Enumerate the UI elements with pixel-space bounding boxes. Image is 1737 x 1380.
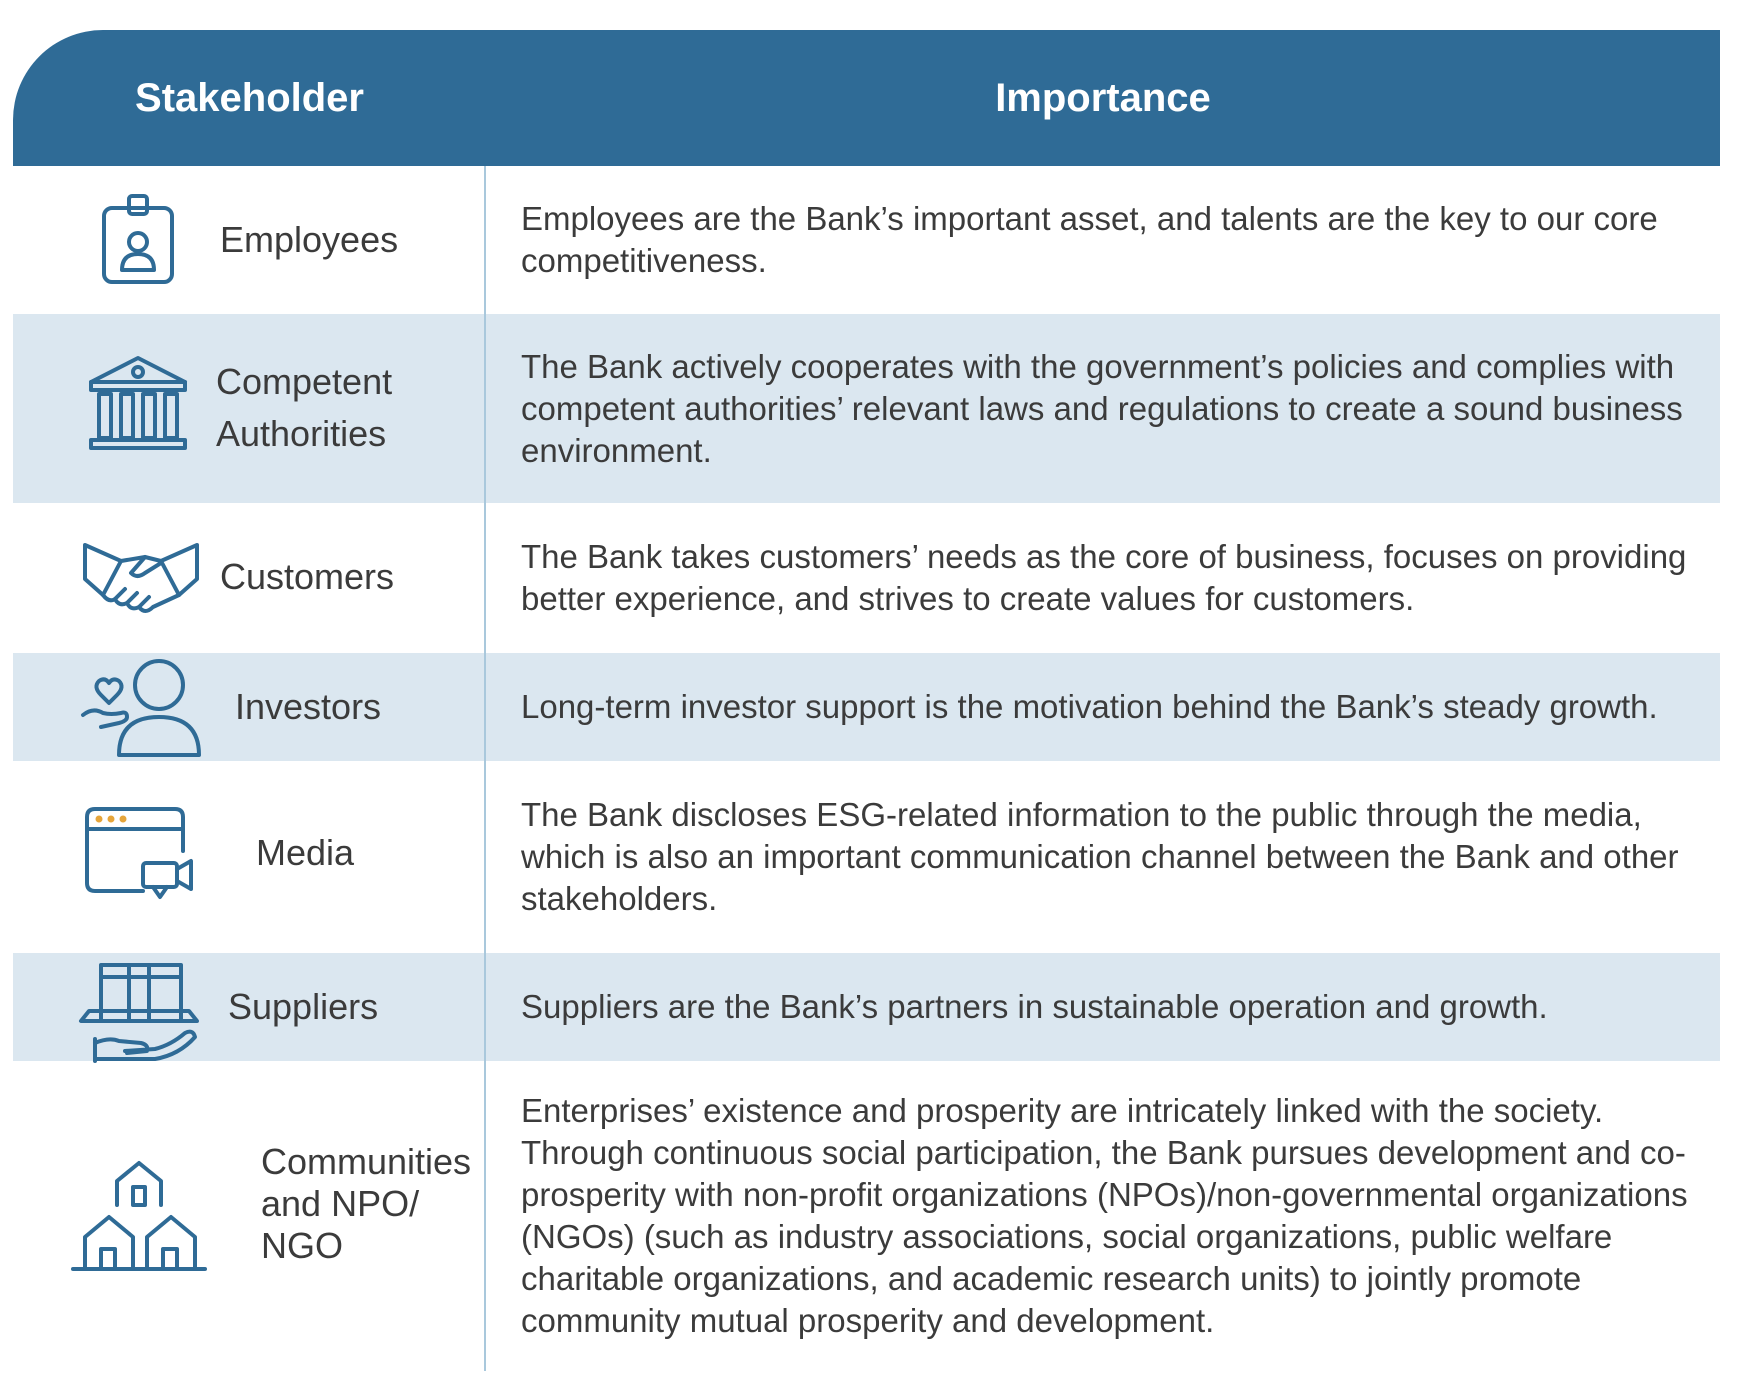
stakeholder-cell: Customers [13, 503, 486, 653]
table-row-competent-authorities: Competent Authorities The Bank actively … [13, 314, 1720, 503]
importance-text: The Bank actively cooperates with the go… [521, 347, 1683, 469]
table-row-customers: Customers The Bank takes customers’ need… [13, 503, 1720, 653]
stakeholder-column-header: Stakeholder [135, 75, 364, 120]
importance-text: Long-term investor support is the motiva… [521, 688, 1658, 725]
table-body: Employees Employees are the Bank’s impor… [13, 166, 1720, 1371]
importance-cell: Long-term investor support is the motiva… [13, 653, 1720, 761]
stakeholder-label: Investors [235, 686, 382, 727]
table-row-employees: Employees Employees are the Bank’s impor… [13, 166, 1720, 314]
stakeholder-label-line-1: Communities [261, 1141, 472, 1182]
stakeholder-cell: Employees [13, 166, 486, 314]
importance-cell: Enterprises’ existence and prosperity ar… [13, 1061, 1720, 1371]
importance-cell: The Bank takes customers’ needs as the c… [13, 503, 1720, 653]
stakeholder-label-line-3: NGO [261, 1225, 344, 1266]
stakeholder-label-line-2: and NPO/ [261, 1183, 420, 1224]
importance-text: The Bank takes customers’ needs as the c… [521, 538, 1687, 617]
importance-column-header: Importance [995, 75, 1211, 120]
browser-video-icon [81, 805, 197, 901]
table-row-communities: Communities and NPO/ NGO Enterprises’ ex… [13, 1061, 1720, 1371]
houses-icon [69, 1157, 209, 1275]
stakeholder-label: Customers [220, 556, 395, 597]
investor-person-heart-icon [79, 655, 207, 759]
stakeholder-label-line-2: Authorities [216, 413, 387, 454]
handshake-icon [81, 539, 201, 623]
importance-text: Employees are the Bank’s important asset… [521, 200, 1658, 279]
table-row-suppliers: Suppliers Suppliers are the Bank’s partn… [13, 953, 1720, 1063]
id-badge-icon [98, 192, 178, 288]
stakeholder-table: Stakeholder Importance Employees Employe… [13, 30, 1720, 1371]
table-header: Stakeholder Importance [13, 30, 1720, 166]
stakeholder-cell: Media [13, 761, 486, 953]
government-building-icon [85, 352, 191, 458]
table-row-media: Media The Bank discloses ESG-related inf… [13, 761, 1720, 953]
importance-cell: Employees are the Bank’s important asset… [13, 166, 1720, 314]
stakeholder-label: Employees [220, 219, 399, 260]
stakeholder-cell: Competent Authorities [13, 314, 486, 503]
importance-cell: Suppliers are the Bank’s partners in sus… [13, 953, 1720, 1061]
stakeholder-cell: Investors [13, 653, 486, 761]
stakeholder-label: Suppliers [228, 986, 379, 1027]
importance-cell: The Bank discloses ESG-related informati… [13, 761, 1720, 953]
stakeholder-label-line-1: Competent [216, 361, 393, 402]
importance-text: Suppliers are the Bank’s partners in sus… [521, 988, 1548, 1025]
importance-cell: The Bank actively cooperates with the go… [13, 314, 1720, 503]
stakeholder-cell: Communities and NPO/ NGO [13, 1061, 486, 1371]
stakeholder-label: Media [256, 832, 355, 873]
package-hand-icon [77, 959, 201, 1065]
stakeholder-cell: Suppliers [13, 953, 486, 1063]
importance-text: The Bank discloses ESG-related informati… [521, 796, 1679, 917]
importance-text: Enterprises’ existence and prosperity ar… [521, 1092, 1688, 1339]
table-row-investors: Investors Long-term investor support is … [13, 653, 1720, 761]
